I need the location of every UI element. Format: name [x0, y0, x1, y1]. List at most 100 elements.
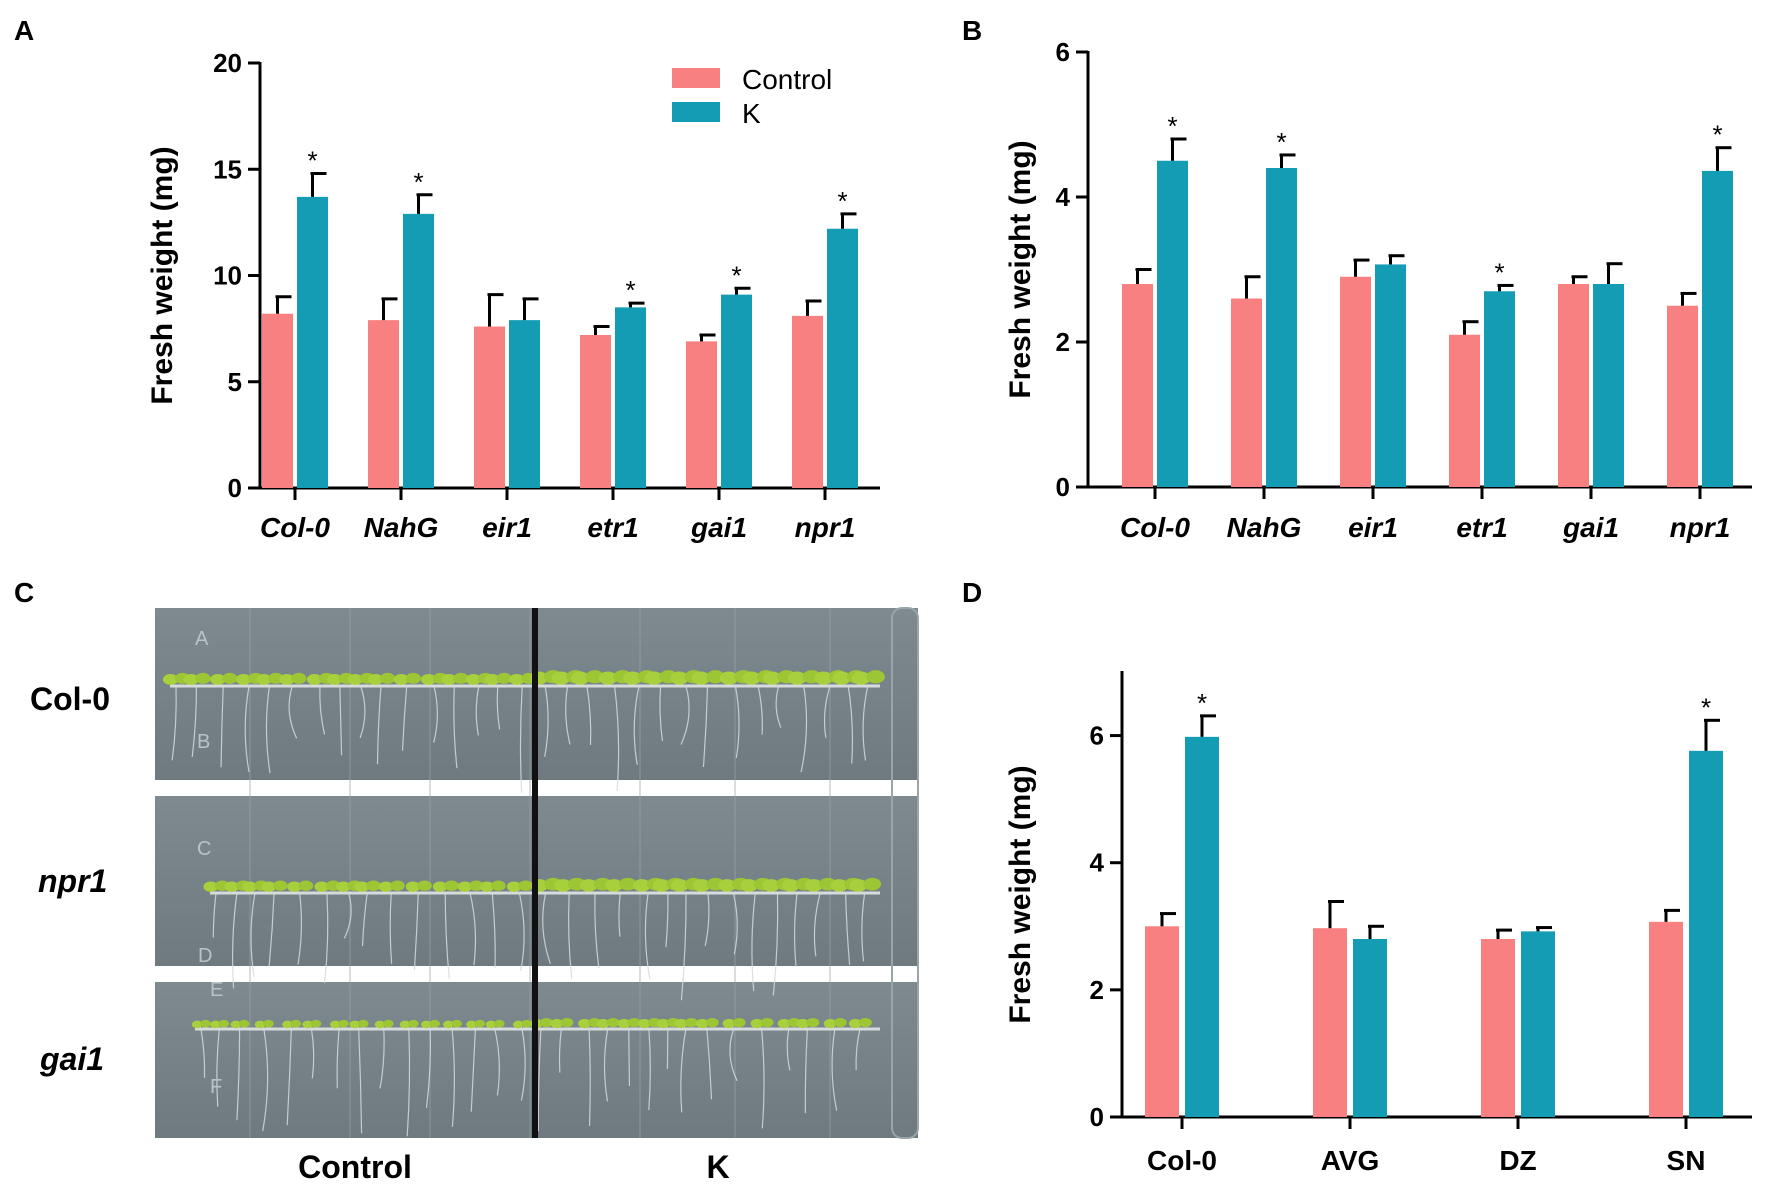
seedling-root	[603, 1028, 609, 1102]
seedling-leaf	[617, 1018, 631, 1029]
plate-divider	[532, 608, 538, 1138]
seedling-root	[220, 685, 224, 768]
seedling-leaf	[354, 881, 370, 892]
seedling-leaf	[290, 1019, 302, 1028]
seedling-leaf	[781, 879, 800, 892]
seedling-leaf	[560, 1017, 574, 1028]
seedling-root	[250, 892, 256, 977]
seedling-root	[680, 1028, 687, 1113]
seedling-root	[633, 685, 640, 765]
x-tick-label-b: Col-0	[1120, 512, 1190, 543]
bar-b-k	[1484, 291, 1515, 487]
x-tick-label-d: Col-0	[1147, 1145, 1217, 1176]
seedling-leaf	[632, 879, 651, 892]
seedling-leaf	[349, 1020, 361, 1029]
bar-a-control	[686, 341, 717, 488]
significance-mark-a: *	[625, 275, 635, 305]
seedling-leaf	[273, 880, 288, 891]
bar-d-k	[1185, 736, 1219, 1117]
x-tick-label-b: eir1	[1348, 512, 1398, 543]
seedling-root	[518, 892, 525, 972]
seedling-leaf	[466, 1020, 477, 1029]
seedling-root	[702, 685, 709, 768]
seedling-leaf	[465, 673, 482, 685]
seedling-root	[786, 1028, 791, 1071]
seedling-root	[734, 685, 740, 759]
chart-a: Fresh weight (mg) 0 5 10 15 20 Col-0 * NahG * eir1…	[146, 48, 880, 543]
seedling-leaf	[670, 671, 689, 685]
seedling-leaf	[692, 879, 711, 892]
seedling-leaf	[606, 1017, 620, 1028]
row-label-gai1: gai1	[39, 1041, 104, 1077]
seedling-leaf	[494, 1019, 505, 1028]
seedling-root	[847, 685, 854, 764]
seedling-leaf	[863, 877, 882, 891]
seedling-leaf	[420, 673, 437, 685]
bar-d-control	[1649, 921, 1683, 1117]
seedling-root	[813, 892, 821, 957]
seedling-root	[757, 685, 763, 735]
seedling-leaf	[656, 1018, 670, 1029]
bar-b-k	[1266, 168, 1297, 487]
seedling-leaf	[732, 1017, 746, 1028]
seedling-leaf	[256, 673, 272, 685]
seedling-leaf	[762, 879, 780, 892]
legend-swatch-control	[672, 68, 720, 88]
seedling-root	[475, 685, 480, 736]
seedling-root	[336, 1028, 340, 1089]
seedling-leaf	[451, 1019, 462, 1028]
seedling-root	[297, 892, 303, 965]
seedling-leaf	[823, 1018, 837, 1029]
seedling-leaf	[742, 671, 761, 685]
significance-mark-a: *	[307, 146, 317, 176]
seedling-leaf	[442, 1020, 454, 1029]
bar-b-k	[1593, 284, 1624, 487]
seedling-leaf	[762, 671, 782, 685]
seedling-leaf	[310, 1019, 322, 1028]
bar-a-control	[792, 315, 823, 488]
seedling-root	[444, 892, 450, 980]
seedling-leaf	[383, 1019, 394, 1028]
seedling-root	[831, 1028, 838, 1111]
y-tick-label-a: 10	[213, 261, 242, 291]
y-tick-label-a: 0	[228, 473, 242, 503]
seedling-leaf	[183, 673, 199, 685]
seedling-leaf	[453, 672, 469, 684]
seedling-leaf	[691, 671, 711, 685]
seedling-leaf	[554, 879, 572, 892]
seedling-leaf	[832, 671, 851, 685]
seedling-root	[844, 892, 851, 965]
y-tick-label-b: 0	[1056, 472, 1070, 502]
seedling-root	[231, 892, 238, 989]
seedling-leaf	[366, 880, 381, 891]
seedling-leaf	[298, 880, 314, 891]
seedling-root	[191, 685, 198, 758]
seedling-leaf	[291, 672, 307, 684]
x-tick-label-a: npr1	[795, 512, 856, 543]
panel-label-c: C	[14, 577, 34, 608]
bar-a-control	[368, 320, 399, 488]
seedling-root	[793, 892, 798, 967]
plate-letter-f: F	[210, 1076, 222, 1098]
seedling-root	[453, 685, 458, 769]
bar-b-control	[1558, 284, 1589, 487]
x-tick-label-b: etr1	[1456, 512, 1507, 543]
seedling-leaf	[444, 880, 459, 891]
seedling-leaf	[618, 877, 637, 891]
seedling-leaf	[314, 881, 330, 892]
seedling-leaf	[306, 673, 323, 685]
seedling-leaf	[191, 1020, 203, 1029]
seedling-root	[761, 1028, 765, 1129]
seedling-plate-photo: A B C D E F	[155, 607, 919, 1139]
seedling-leaf	[378, 881, 394, 892]
y-tick-label-b: 2	[1056, 327, 1070, 357]
seedling-leaf	[393, 673, 409, 685]
y-tick-label-d: 0	[1090, 1102, 1104, 1132]
seedling-root	[586, 685, 592, 745]
seedling-leaf	[390, 880, 405, 891]
seedling-root	[359, 685, 366, 739]
seedling-root	[491, 892, 496, 968]
chart-d: Fresh weight (mg) 0 2 4 6 Col-0 * AVG DZ SN *	[1004, 671, 1752, 1176]
seedling-root	[588, 1028, 591, 1127]
